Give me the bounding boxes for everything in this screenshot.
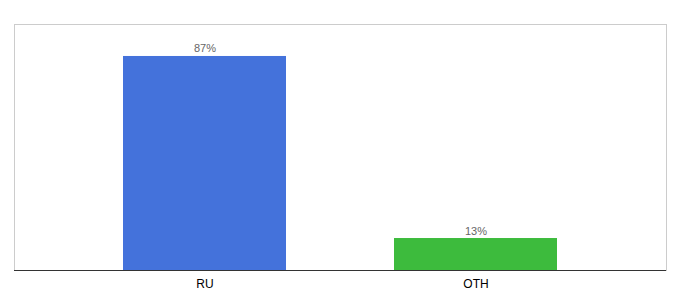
svg-text:RU: RU xyxy=(196,277,213,291)
svg-text:OTH: OTH xyxy=(463,277,488,291)
svg-text:87%: 87% xyxy=(194,42,216,54)
svg-text:13%: 13% xyxy=(465,225,487,237)
